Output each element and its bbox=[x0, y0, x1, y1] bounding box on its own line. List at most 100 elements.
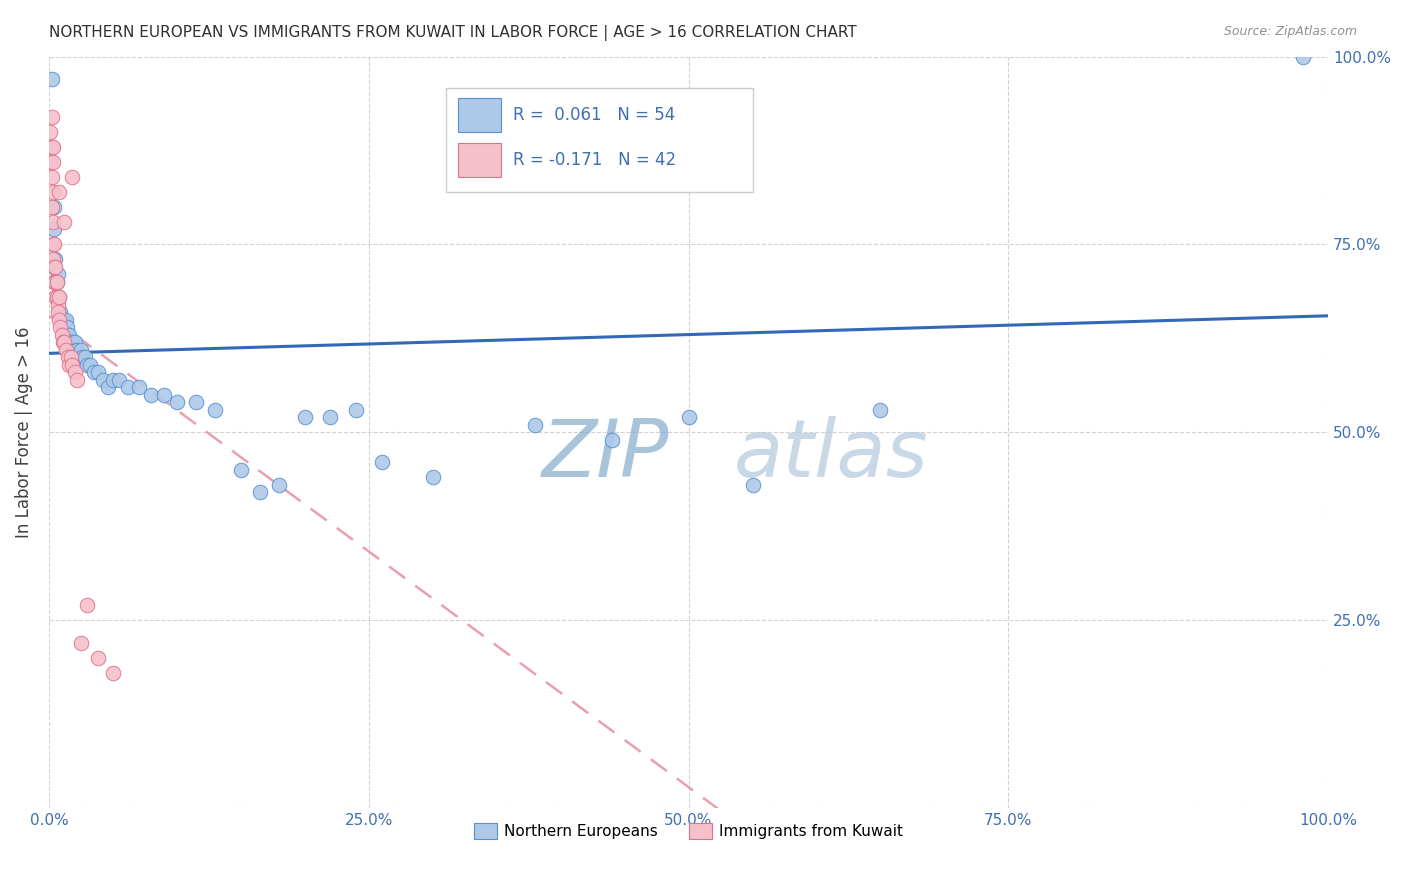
Point bbox=[58, 358, 80, 372]
Point bbox=[422, 470, 444, 484]
Point bbox=[48, 185, 70, 199]
Point bbox=[128, 380, 150, 394]
Point bbox=[48, 290, 70, 304]
Point bbox=[117, 380, 139, 394]
Point bbox=[66, 373, 89, 387]
Point bbox=[39, 125, 62, 139]
Point bbox=[41, 140, 63, 154]
FancyBboxPatch shape bbox=[446, 88, 752, 192]
Point bbox=[42, 275, 65, 289]
Point bbox=[53, 335, 76, 350]
Point bbox=[678, 410, 700, 425]
Point bbox=[42, 252, 65, 267]
Point bbox=[166, 395, 188, 409]
Point bbox=[52, 335, 75, 350]
Point bbox=[44, 260, 66, 274]
Point bbox=[39, 154, 62, 169]
Point bbox=[294, 410, 316, 425]
Point bbox=[63, 335, 86, 350]
Point bbox=[44, 252, 66, 267]
Point bbox=[204, 402, 226, 417]
Text: NORTHERN EUROPEAN VS IMMIGRANTS FROM KUWAIT IN LABOR FORCE | AGE > 16 CORRELATIO: NORTHERN EUROPEAN VS IMMIGRANTS FROM KUW… bbox=[49, 25, 858, 41]
Point bbox=[97, 380, 120, 394]
Point bbox=[55, 312, 77, 326]
Point bbox=[70, 635, 93, 649]
Point bbox=[41, 200, 63, 214]
Point bbox=[370, 455, 392, 469]
Text: R = -0.171   N = 42: R = -0.171 N = 42 bbox=[513, 152, 676, 169]
Point bbox=[63, 365, 86, 379]
Point bbox=[42, 237, 65, 252]
Point bbox=[91, 373, 114, 387]
Point bbox=[41, 110, 63, 124]
FancyBboxPatch shape bbox=[458, 143, 501, 177]
Point bbox=[69, 350, 91, 364]
Point bbox=[51, 327, 73, 342]
Point bbox=[42, 185, 65, 199]
Point bbox=[73, 350, 96, 364]
Point bbox=[86, 650, 108, 665]
Point bbox=[86, 365, 108, 379]
Y-axis label: In Labor Force | Age > 16: In Labor Force | Age > 16 bbox=[15, 326, 32, 538]
Point bbox=[44, 275, 66, 289]
Point bbox=[153, 387, 176, 401]
Point bbox=[60, 169, 83, 184]
Point bbox=[56, 327, 79, 342]
Point bbox=[42, 140, 65, 154]
Point bbox=[65, 343, 87, 357]
Point bbox=[79, 358, 101, 372]
Point bbox=[249, 485, 271, 500]
Text: atlas: atlas bbox=[734, 416, 928, 494]
Point bbox=[46, 297, 69, 311]
Point bbox=[48, 312, 70, 326]
Point bbox=[66, 343, 89, 357]
Point bbox=[53, 312, 76, 326]
Point bbox=[44, 290, 66, 304]
Point bbox=[48, 290, 70, 304]
Text: ZIP: ZIP bbox=[541, 416, 669, 494]
Point bbox=[58, 327, 80, 342]
Point bbox=[869, 402, 891, 417]
Point bbox=[101, 665, 124, 680]
Point bbox=[51, 312, 73, 326]
Point bbox=[42, 215, 65, 229]
FancyBboxPatch shape bbox=[458, 98, 501, 132]
Point bbox=[319, 410, 342, 425]
Point bbox=[600, 433, 623, 447]
Point bbox=[229, 463, 252, 477]
Point bbox=[46, 268, 69, 282]
Point bbox=[42, 222, 65, 236]
Point bbox=[59, 335, 82, 350]
Text: Source: ZipAtlas.com: Source: ZipAtlas.com bbox=[1223, 25, 1357, 38]
Point bbox=[49, 320, 72, 334]
Point bbox=[42, 154, 65, 169]
Point bbox=[45, 290, 67, 304]
Point bbox=[53, 215, 76, 229]
Point bbox=[42, 237, 65, 252]
Point bbox=[42, 200, 65, 214]
Point bbox=[60, 335, 83, 350]
Point bbox=[344, 402, 367, 417]
Point bbox=[59, 350, 82, 364]
Point bbox=[45, 275, 67, 289]
Point bbox=[46, 305, 69, 319]
Point bbox=[45, 275, 67, 289]
Point bbox=[524, 417, 547, 432]
Point bbox=[269, 477, 291, 491]
Point bbox=[55, 343, 77, 357]
Point bbox=[60, 358, 83, 372]
Point bbox=[42, 260, 65, 274]
Point bbox=[184, 395, 207, 409]
Point bbox=[141, 387, 163, 401]
Point bbox=[76, 358, 98, 372]
Point bbox=[52, 320, 75, 334]
Point bbox=[41, 169, 63, 184]
Point bbox=[56, 350, 79, 364]
Point bbox=[101, 373, 124, 387]
Point bbox=[70, 343, 93, 357]
Legend: Northern Europeans, Immigrants from Kuwait: Northern Europeans, Immigrants from Kuwa… bbox=[468, 817, 910, 846]
Point bbox=[1291, 50, 1313, 64]
Point bbox=[49, 305, 72, 319]
Point bbox=[56, 320, 79, 334]
Point bbox=[76, 598, 98, 612]
